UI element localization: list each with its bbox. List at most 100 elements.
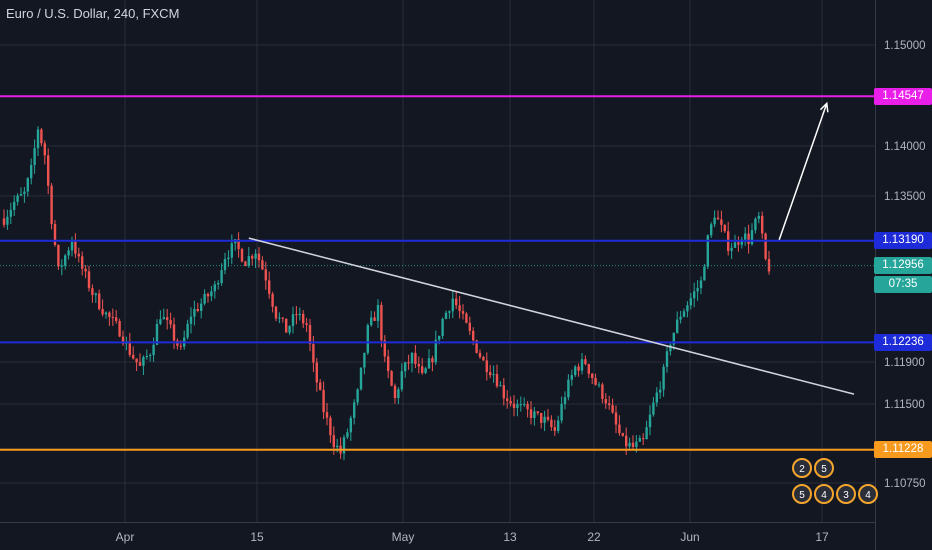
candle-body <box>584 359 587 365</box>
candle-body <box>108 312 111 318</box>
candle-body <box>274 306 278 319</box>
candle-body <box>91 288 94 296</box>
candle-body <box>686 305 689 312</box>
candle-body <box>329 417 332 436</box>
candle-body <box>597 384 601 386</box>
candle-body <box>13 201 16 210</box>
candle-body <box>132 354 135 359</box>
candle-body <box>159 319 162 324</box>
candle-body <box>747 233 750 245</box>
candle-body <box>611 405 614 413</box>
candle-body <box>237 239 240 250</box>
level-price-tag: 1.11228 <box>874 441 932 459</box>
event-badge[interactable]: 4 <box>814 484 834 504</box>
candle-body <box>217 283 220 285</box>
candle-body <box>526 404 529 410</box>
candle-body <box>101 309 104 315</box>
event-badge[interactable]: 4 <box>858 484 878 504</box>
candle-body <box>570 375 573 380</box>
candle-body <box>757 215 760 219</box>
candle-body <box>118 321 121 337</box>
candle-body <box>213 284 216 292</box>
candle-body <box>6 216 9 225</box>
event-badge[interactable]: 2 <box>792 458 812 478</box>
candle-body <box>601 384 604 400</box>
candle-body <box>591 373 594 378</box>
x-tick-label: 22 <box>587 530 601 544</box>
candle-body <box>145 356 148 358</box>
candle-body <box>319 382 322 390</box>
candle-body <box>70 241 74 251</box>
event-badge[interactable]: 5 <box>814 458 834 478</box>
candle-body <box>227 257 230 260</box>
candle-body <box>716 217 720 220</box>
candle-body <box>733 242 737 248</box>
candle-body <box>740 239 743 245</box>
candle-body <box>359 367 363 390</box>
candle-body <box>444 312 448 319</box>
candle-body <box>346 432 349 438</box>
candle-body <box>516 404 519 408</box>
level-price-tag: 1.13190 <box>874 232 932 250</box>
event-badge[interactable]: 3 <box>836 484 856 504</box>
candle-body <box>506 398 509 401</box>
candle-body <box>387 356 390 372</box>
candle-body <box>451 298 454 312</box>
candle-body <box>115 317 118 322</box>
candle-body <box>193 309 196 317</box>
y-tick-label: 1.14000 <box>884 141 926 153</box>
candle-body <box>220 270 223 284</box>
candle-body <box>67 250 70 256</box>
candle-body <box>254 253 257 259</box>
candle-body <box>138 362 142 366</box>
candle-body <box>621 433 624 436</box>
candle-body <box>261 260 264 270</box>
candle-body <box>94 293 97 296</box>
candle-body <box>645 427 648 440</box>
candle-body <box>196 309 199 312</box>
candle-body <box>305 323 308 325</box>
candle-body <box>628 442 631 447</box>
candle-body <box>492 374 495 376</box>
candle-body <box>315 362 318 383</box>
candle-body <box>240 249 244 262</box>
candle-body <box>662 366 665 390</box>
candle-body <box>98 293 101 310</box>
candle-body <box>376 304 380 321</box>
candle-body <box>166 317 169 321</box>
candle-body <box>438 335 441 340</box>
candle-body <box>495 374 499 387</box>
candle-body <box>499 385 502 387</box>
x-tick-label: 13 <box>503 530 517 544</box>
candle-body <box>713 217 716 225</box>
candle-body <box>550 419 553 428</box>
candle-body <box>458 305 461 312</box>
candle-body <box>421 366 424 373</box>
candle-body <box>512 403 516 408</box>
candle-body <box>441 318 444 336</box>
candle-body <box>230 243 233 258</box>
candle-body <box>448 311 451 313</box>
candle-body <box>461 311 465 314</box>
candle-body <box>57 244 60 267</box>
candle-body <box>60 265 63 267</box>
candle-body <box>206 293 210 297</box>
candle-body <box>74 241 77 254</box>
candle-body <box>155 323 159 345</box>
event-badge[interactable]: 5 <box>792 484 812 504</box>
candle-body <box>706 235 709 267</box>
candle-body <box>342 437 346 454</box>
candle-body <box>730 247 733 251</box>
candle-body <box>81 256 84 269</box>
candle-body <box>720 219 723 225</box>
candle-body <box>648 414 652 428</box>
candle-body <box>50 185 53 225</box>
candle-body <box>169 320 172 325</box>
candle-body <box>523 404 526 406</box>
candle-body <box>210 291 213 297</box>
candle-body <box>77 253 80 257</box>
candle-body <box>135 358 138 363</box>
